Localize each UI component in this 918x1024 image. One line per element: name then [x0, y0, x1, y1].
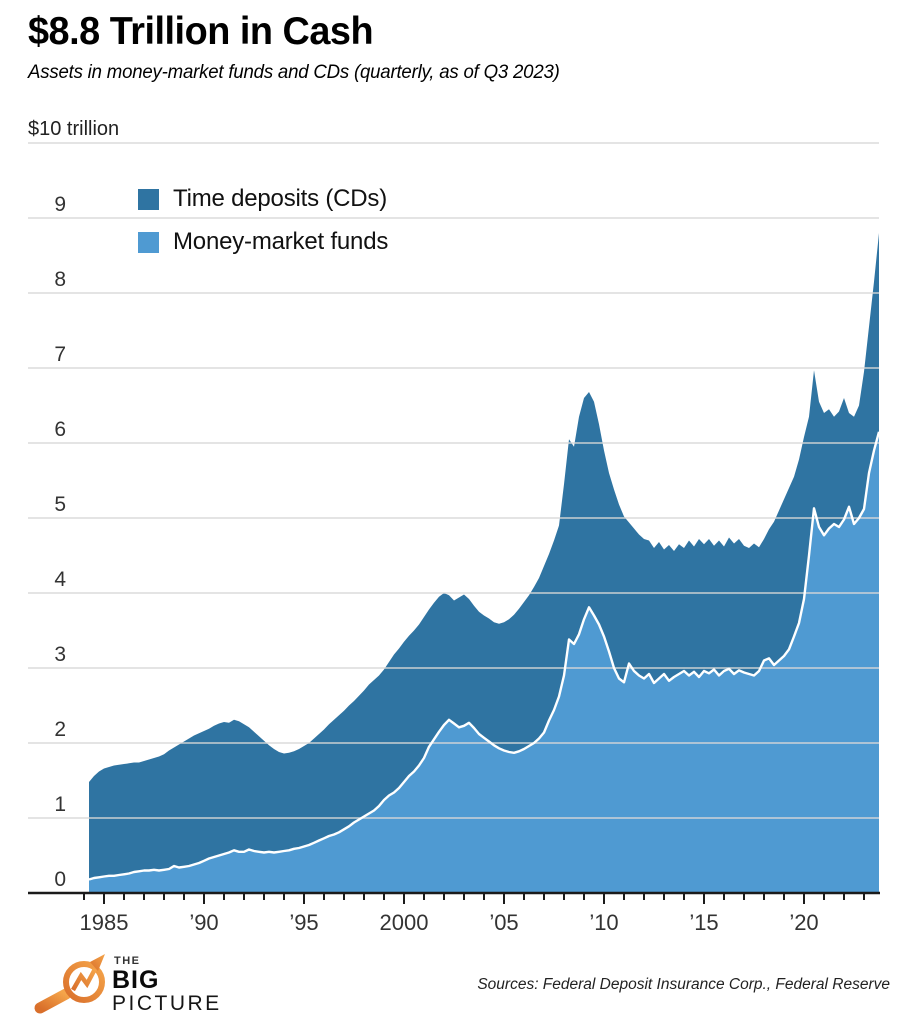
- x-tick-label-2005: ’05: [489, 910, 518, 935]
- legend-item-money-market-funds: Money-market funds: [138, 228, 389, 255]
- y-tick-label-9: 9: [54, 193, 66, 216]
- y-tick-label-5: 5: [54, 493, 66, 516]
- x-tick-label-2010: ’10: [589, 910, 618, 935]
- x-tick-label-1995: ’95: [289, 910, 318, 935]
- money-market-funds-boundary-line: [88, 431, 881, 881]
- y-axis-unit-label: $10 trillion: [28, 118, 119, 140]
- legend-label-money-market-funds: Money-market funds: [173, 228, 389, 255]
- logo-text-big: BIG: [112, 966, 159, 994]
- y-tick-label-1: 1: [54, 793, 66, 816]
- y-tick-label-4: 4: [54, 568, 66, 591]
- logo-text-the: THE: [114, 955, 141, 967]
- y-tick-label-3: 3: [54, 643, 66, 666]
- y-tick-label-0: 0: [54, 868, 66, 891]
- page-title: $8.8 Trillion in Cash: [28, 10, 374, 53]
- legend-item-time-deposits: Time deposits (CDs): [138, 185, 388, 212]
- x-tick-label-2000: 2000: [380, 910, 429, 935]
- page-subtitle: Assets in money-market funds and CDs (qu…: [28, 62, 560, 83]
- x-tick-label-1990: ’90: [189, 910, 218, 935]
- money-market-funds-area: [89, 431, 879, 893]
- logo-text-picture: PICTURE: [112, 992, 222, 1015]
- legend-label-time-deposits: Time deposits (CDs): [173, 185, 388, 212]
- magnifying-glass-trend-icon: [34, 954, 105, 1014]
- x-tick-label-2015: ’15: [689, 910, 718, 935]
- y-tick-label-8: 8: [54, 268, 66, 291]
- x-tick-label-1985: 1985: [80, 910, 129, 935]
- sources-note: Sources: Federal Deposit Insurance Corp.…: [477, 976, 890, 993]
- time-deposits-swatch: [138, 188, 159, 210]
- x-tick-label-2020: ’20: [789, 910, 818, 935]
- the-big-picture-logo: THE BIG PICTURE: [34, 954, 222, 1015]
- chart-legend: Time deposits (CDs) Money-market funds: [138, 185, 389, 255]
- money-market-funds-swatch: [138, 231, 159, 253]
- y-tick-label-2: 2: [54, 718, 66, 741]
- y-tick-label-7: 7: [54, 343, 66, 366]
- y-tick-label-6: 6: [54, 418, 66, 441]
